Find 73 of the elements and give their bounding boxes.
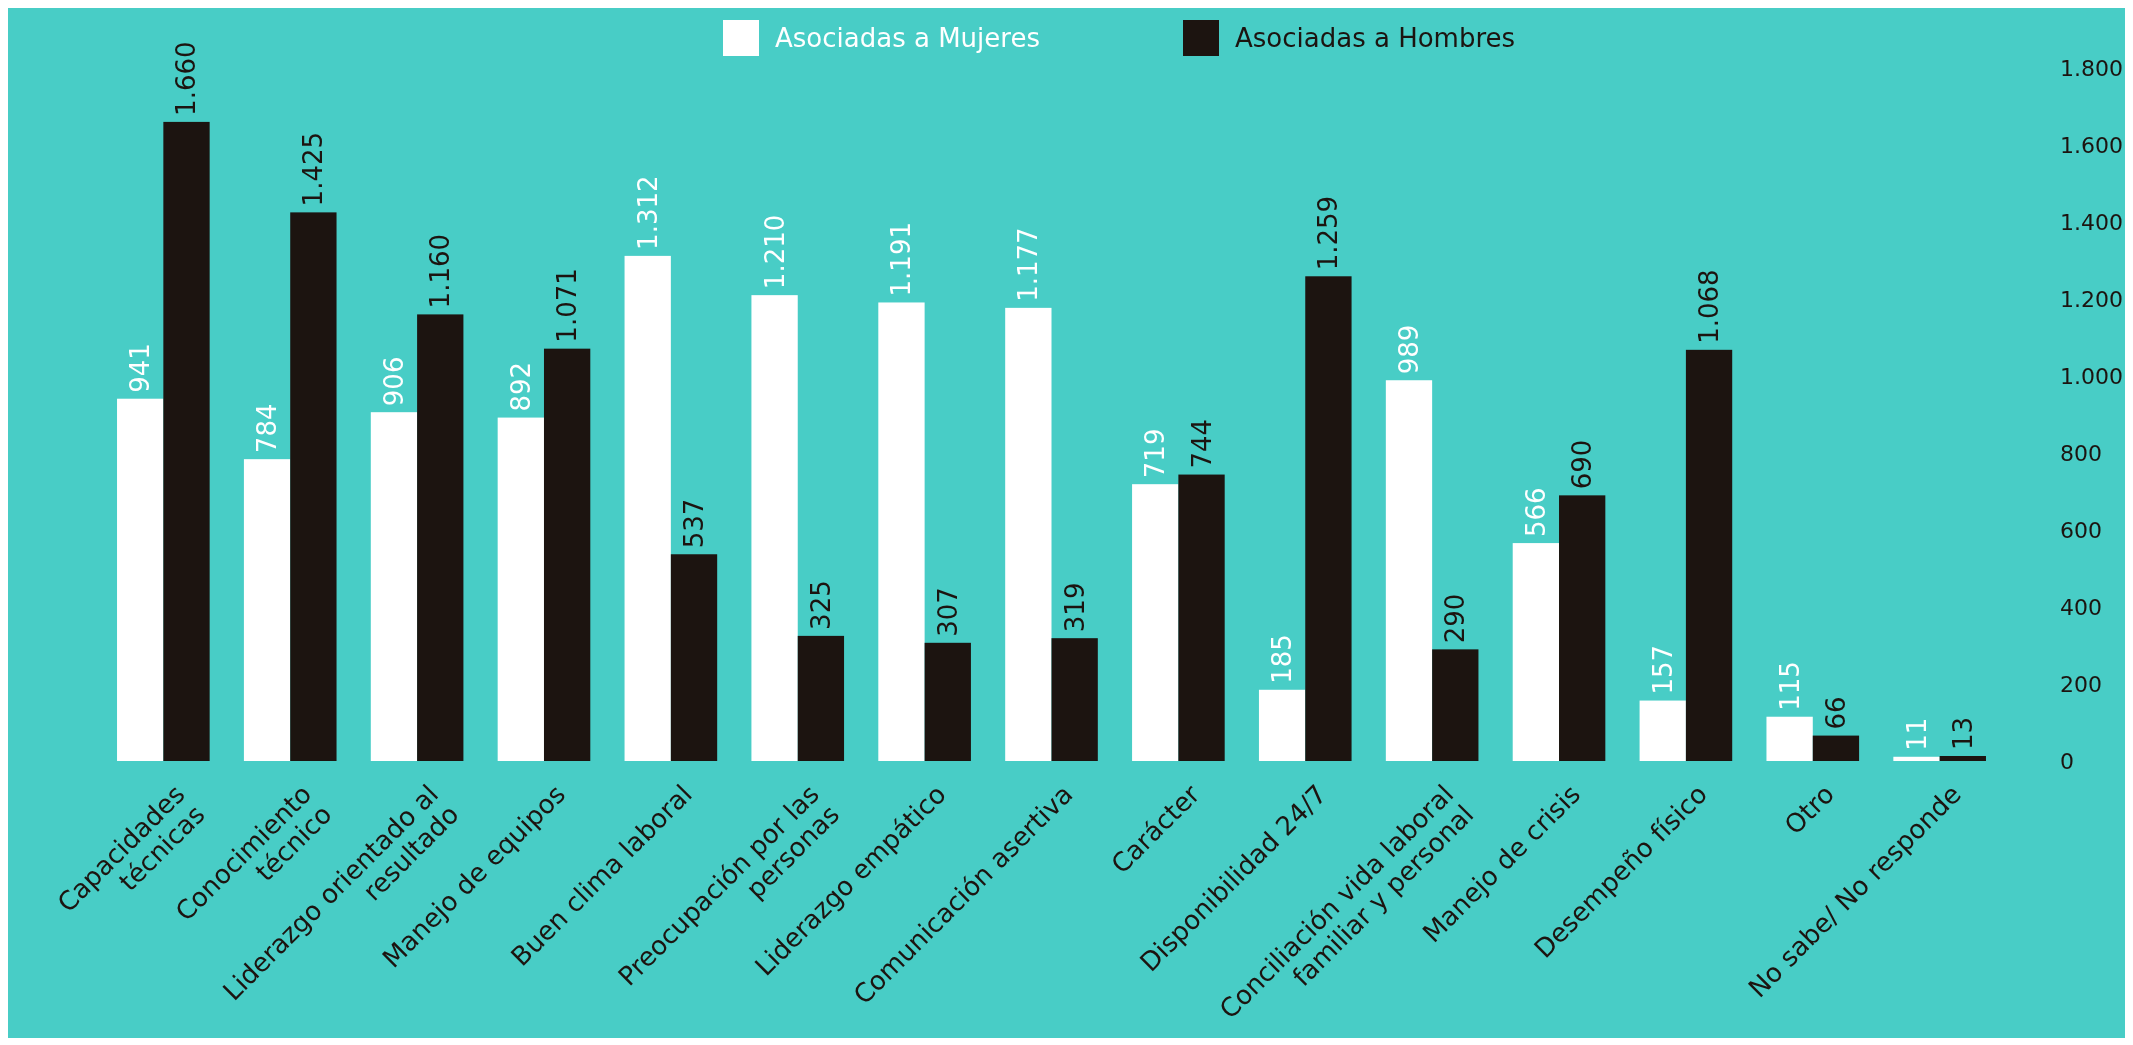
bar (543, 348, 591, 761)
data-label: 1.068 (1694, 269, 1725, 344)
bar (1305, 276, 1352, 761)
data-label: 307 (932, 587, 963, 637)
legend-label: Asociadas a Hombres (1235, 23, 1516, 54)
bar (1812, 735, 1860, 761)
data-label: 157 (1647, 644, 1678, 695)
bar (1132, 484, 1179, 761)
bar (290, 212, 337, 761)
data-label: 66 (1820, 696, 1851, 730)
data-label: 537 (679, 498, 710, 549)
bar (497, 417, 544, 761)
data-label: 690 (1567, 439, 1598, 490)
bar (1639, 700, 1686, 761)
bar (1385, 380, 1433, 761)
data-label: 1.259 (1313, 195, 1344, 271)
data-label: 906 (378, 356, 409, 407)
bar (924, 642, 971, 761)
data-label: 892 (505, 361, 536, 412)
bar (417, 314, 464, 761)
bar (1178, 474, 1225, 761)
bar (163, 121, 210, 761)
y-tick-label: 1.200 (2060, 286, 2123, 312)
bar (1005, 307, 1052, 761)
data-label: 744 (1186, 418, 1217, 469)
y-tick-label: 1.400 (2060, 209, 2123, 235)
bar (370, 412, 418, 761)
data-label: 989 (1393, 324, 1424, 375)
data-label: 1.425 (298, 131, 329, 207)
bar (624, 255, 671, 761)
legend-label: Asociadas a Mujeres (775, 23, 1040, 54)
bar (1258, 689, 1306, 761)
y-tick-label: 800 (2060, 440, 2102, 466)
data-label: 566 (1520, 487, 1551, 538)
data-label: 1.312 (632, 175, 663, 250)
x-tick-label: Otro (1778, 778, 1840, 841)
bar (243, 459, 291, 761)
bar (1512, 543, 1560, 761)
y-tick-label: 0 (2060, 748, 2074, 774)
bar (751, 295, 798, 761)
bar (1766, 716, 1813, 761)
bar (117, 398, 164, 761)
bar (797, 635, 845, 761)
y-tick-label: 200 (2060, 671, 2102, 697)
data-label: 1.160 (425, 233, 456, 309)
data-label: 1.071 (552, 268, 583, 343)
data-label: 319 (1059, 582, 1090, 633)
data-label: 1.210 (759, 214, 790, 290)
y-tick-label: 400 (2060, 594, 2102, 620)
data-label: 185 (1267, 634, 1298, 684)
data-label: 290 (1440, 593, 1471, 644)
bar (1893, 756, 1940, 761)
data-label: 1.660 (171, 41, 202, 116)
bar (670, 554, 718, 761)
data-label: 719 (1140, 428, 1171, 479)
data-label: 325 (805, 580, 836, 630)
bar (1939, 756, 1986, 761)
y-tick-label: 600 (2060, 517, 2102, 543)
data-label: 784 (252, 403, 283, 454)
bar (1051, 638, 1098, 761)
bar (1685, 349, 1733, 761)
data-label: 1.191 (886, 222, 917, 297)
data-label: 11 (1901, 717, 1932, 751)
bar (1432, 649, 1479, 761)
data-label: 941 (125, 343, 156, 393)
y-tick-label: 1.800 (2060, 55, 2123, 81)
y-tick-label: 1.000 (2060, 363, 2123, 389)
data-label: 13 (1947, 716, 1978, 750)
bar (878, 302, 925, 761)
bar (1559, 495, 1606, 761)
data-label: 115 (1774, 661, 1805, 711)
y-tick-label: 1.600 (2060, 132, 2123, 158)
data-label: 1.177 (1013, 227, 1044, 302)
